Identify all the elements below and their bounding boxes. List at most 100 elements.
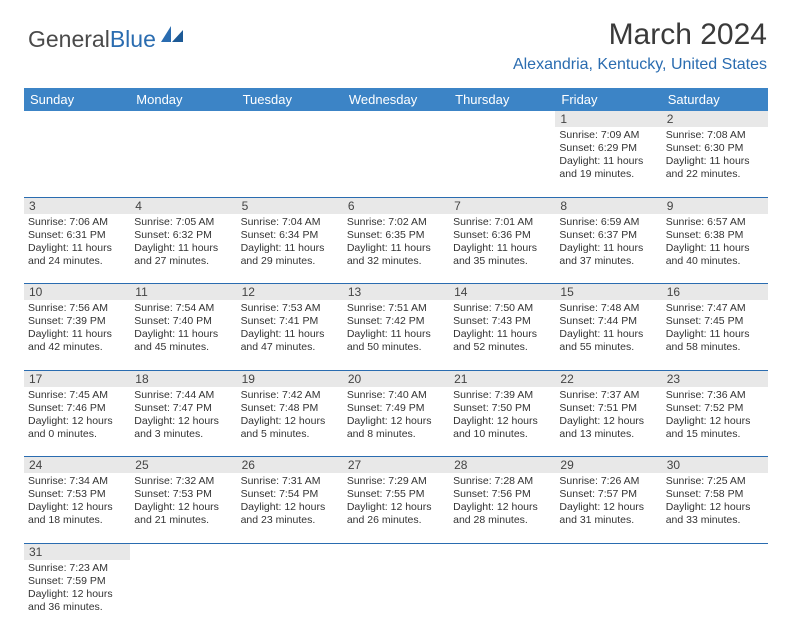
day-cell	[449, 560, 555, 630]
daylight-line: Daylight: 12 hours and 31 minutes.	[559, 501, 657, 527]
day-cell	[343, 560, 449, 630]
sunset-line: Sunset: 6:31 PM	[28, 229, 126, 242]
sunrise-line: Sunrise: 7:01 AM	[453, 216, 551, 229]
sunset-line: Sunset: 6:30 PM	[666, 142, 764, 155]
daylight-line: Daylight: 11 hours and 19 minutes.	[559, 155, 657, 181]
weekday-header: Sunday	[24, 88, 130, 111]
daylight-line: Daylight: 12 hours and 33 minutes.	[666, 501, 764, 527]
day-body: Sunrise: 7:01 AMSunset: 6:36 PMDaylight:…	[449, 214, 555, 272]
sunrise-line: Sunrise: 7:32 AM	[134, 475, 232, 488]
day-cell: Sunrise: 7:26 AMSunset: 7:57 PMDaylight:…	[555, 473, 661, 543]
day-number	[449, 543, 555, 560]
day-cell: Sunrise: 7:54 AMSunset: 7:40 PMDaylight:…	[130, 300, 236, 370]
sunrise-line: Sunrise: 7:09 AM	[559, 129, 657, 142]
day-number	[555, 543, 661, 560]
day-cell: Sunrise: 7:37 AMSunset: 7:51 PMDaylight:…	[555, 387, 661, 457]
day-body: Sunrise: 7:32 AMSunset: 7:53 PMDaylight:…	[130, 473, 236, 531]
day-body: Sunrise: 7:48 AMSunset: 7:44 PMDaylight:…	[555, 300, 661, 358]
day-body: Sunrise: 7:06 AMSunset: 6:31 PMDaylight:…	[24, 214, 130, 272]
day-body: Sunrise: 7:54 AMSunset: 7:40 PMDaylight:…	[130, 300, 236, 358]
daylight-line: Daylight: 12 hours and 13 minutes.	[559, 415, 657, 441]
daylight-line: Daylight: 11 hours and 58 minutes.	[666, 328, 764, 354]
day-body: Sunrise: 6:59 AMSunset: 6:37 PMDaylight:…	[555, 214, 661, 272]
sunset-line: Sunset: 6:29 PM	[559, 142, 657, 155]
sunset-line: Sunset: 7:59 PM	[28, 575, 126, 588]
day-cell: Sunrise: 7:02 AMSunset: 6:35 PMDaylight:…	[343, 214, 449, 284]
day-number	[449, 111, 555, 127]
sunset-line: Sunset: 7:44 PM	[559, 315, 657, 328]
day-body: Sunrise: 7:31 AMSunset: 7:54 PMDaylight:…	[237, 473, 343, 531]
day-cell: Sunrise: 7:09 AMSunset: 6:29 PMDaylight:…	[555, 127, 661, 197]
day-body: Sunrise: 7:44 AMSunset: 7:47 PMDaylight:…	[130, 387, 236, 445]
sunrise-line: Sunrise: 7:37 AM	[559, 389, 657, 402]
day-number: 27	[343, 457, 449, 474]
day-body: Sunrise: 7:40 AMSunset: 7:49 PMDaylight:…	[343, 387, 449, 445]
logo-sail-icon	[159, 23, 185, 50]
sunset-line: Sunset: 7:40 PM	[134, 315, 232, 328]
day-body: Sunrise: 7:45 AMSunset: 7:46 PMDaylight:…	[24, 387, 130, 445]
day-cell	[130, 560, 236, 630]
day-number: 6	[343, 197, 449, 214]
daylight-line: Daylight: 12 hours and 8 minutes.	[347, 415, 445, 441]
sunrise-line: Sunrise: 7:26 AM	[559, 475, 657, 488]
header: GeneralBlue March 2024 Alexandria, Kentu…	[0, 0, 792, 80]
sunrise-line: Sunrise: 7:39 AM	[453, 389, 551, 402]
day-body: Sunrise: 7:04 AMSunset: 6:34 PMDaylight:…	[237, 214, 343, 272]
calendar-head: SundayMondayTuesdayWednesdayThursdayFrid…	[24, 88, 768, 111]
sunset-line: Sunset: 7:51 PM	[559, 402, 657, 415]
day-number	[237, 543, 343, 560]
month-title: March 2024	[513, 18, 767, 52]
day-number: 2	[662, 111, 768, 127]
sunrise-line: Sunrise: 7:45 AM	[28, 389, 126, 402]
day-body: Sunrise: 7:26 AMSunset: 7:57 PMDaylight:…	[555, 473, 661, 531]
sunset-line: Sunset: 7:53 PM	[134, 488, 232, 501]
day-cell: Sunrise: 7:50 AMSunset: 7:43 PMDaylight:…	[449, 300, 555, 370]
calendar-body: 12Sunrise: 7:09 AMSunset: 6:29 PMDayligh…	[24, 111, 768, 630]
daylight-line: Daylight: 11 hours and 55 minutes.	[559, 328, 657, 354]
sunrise-line: Sunrise: 7:54 AM	[134, 302, 232, 315]
sunset-line: Sunset: 6:34 PM	[241, 229, 339, 242]
day-number: 8	[555, 197, 661, 214]
day-cell: Sunrise: 7:05 AMSunset: 6:32 PMDaylight:…	[130, 214, 236, 284]
weekday-header: Monday	[130, 88, 236, 111]
day-cell: Sunrise: 7:39 AMSunset: 7:50 PMDaylight:…	[449, 387, 555, 457]
sunrise-line: Sunrise: 7:44 AM	[134, 389, 232, 402]
day-body: Sunrise: 7:09 AMSunset: 6:29 PMDaylight:…	[555, 127, 661, 185]
day-number: 12	[237, 284, 343, 301]
daylight-line: Daylight: 12 hours and 23 minutes.	[241, 501, 339, 527]
day-cell: Sunrise: 7:04 AMSunset: 6:34 PMDaylight:…	[237, 214, 343, 284]
day-body: Sunrise: 7:05 AMSunset: 6:32 PMDaylight:…	[130, 214, 236, 272]
day-cell: Sunrise: 7:25 AMSunset: 7:58 PMDaylight:…	[662, 473, 768, 543]
sunset-line: Sunset: 7:47 PM	[134, 402, 232, 415]
day-number: 20	[343, 370, 449, 387]
day-cell	[662, 560, 768, 630]
sunset-line: Sunset: 7:49 PM	[347, 402, 445, 415]
day-number: 15	[555, 284, 661, 301]
day-number: 13	[343, 284, 449, 301]
day-number: 25	[130, 457, 236, 474]
sunset-line: Sunset: 7:52 PM	[666, 402, 764, 415]
sunset-line: Sunset: 7:46 PM	[28, 402, 126, 415]
day-number: 22	[555, 370, 661, 387]
sunset-line: Sunset: 7:50 PM	[453, 402, 551, 415]
sunset-line: Sunset: 7:42 PM	[347, 315, 445, 328]
sunset-line: Sunset: 7:57 PM	[559, 488, 657, 501]
sunset-line: Sunset: 6:32 PM	[134, 229, 232, 242]
day-body: Sunrise: 7:56 AMSunset: 7:39 PMDaylight:…	[24, 300, 130, 358]
day-number	[343, 543, 449, 560]
day-cell: Sunrise: 7:56 AMSunset: 7:39 PMDaylight:…	[24, 300, 130, 370]
sunrise-line: Sunrise: 7:34 AM	[28, 475, 126, 488]
sunset-line: Sunset: 7:41 PM	[241, 315, 339, 328]
day-cell: Sunrise: 7:45 AMSunset: 7:46 PMDaylight:…	[24, 387, 130, 457]
day-number: 26	[237, 457, 343, 474]
day-number: 7	[449, 197, 555, 214]
sunrise-line: Sunrise: 7:28 AM	[453, 475, 551, 488]
day-number: 18	[130, 370, 236, 387]
daylight-line: Daylight: 12 hours and 21 minutes.	[134, 501, 232, 527]
day-number: 3	[24, 197, 130, 214]
sunrise-line: Sunrise: 7:08 AM	[666, 129, 764, 142]
day-number: 28	[449, 457, 555, 474]
sunrise-line: Sunrise: 7:36 AM	[666, 389, 764, 402]
day-cell: Sunrise: 7:08 AMSunset: 6:30 PMDaylight:…	[662, 127, 768, 197]
day-body: Sunrise: 7:08 AMSunset: 6:30 PMDaylight:…	[662, 127, 768, 185]
